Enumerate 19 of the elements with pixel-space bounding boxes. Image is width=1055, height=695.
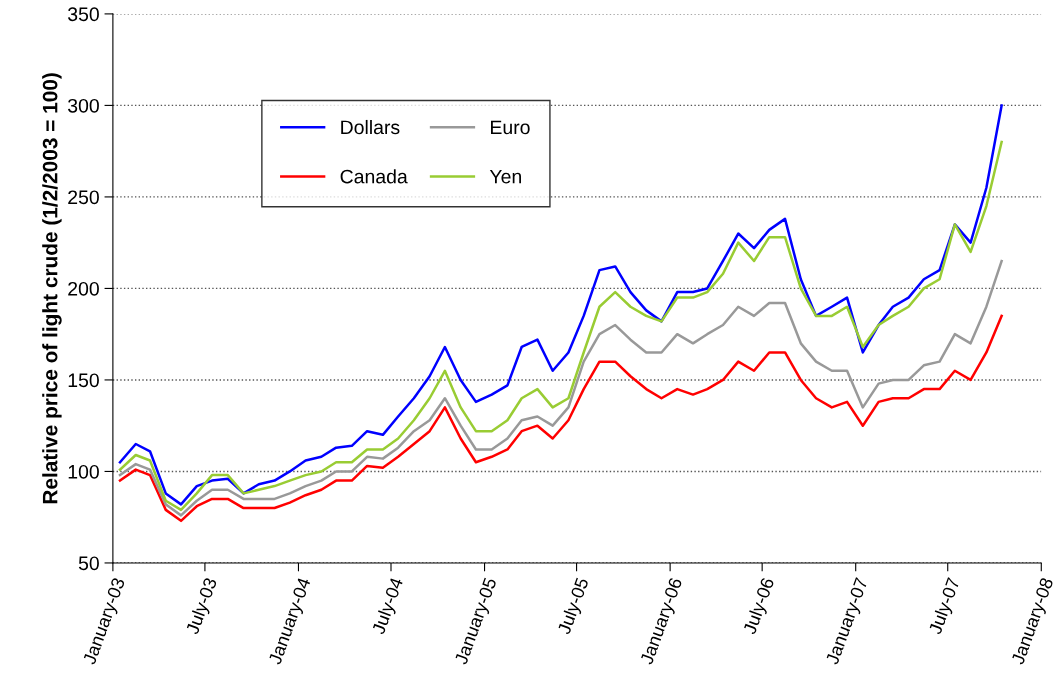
x-tick-label: July-03 [185,576,221,637]
line-series [118,259,1003,517]
x-tick-label: July-07 [927,576,964,637]
y-tick-label: 150 [68,373,99,388]
y-axis-title: Relative price of light crude (1/2/2003 = 100) [42,73,62,504]
y-tick-label: 350 [67,7,99,22]
y-tick-label: 200 [68,281,99,296]
y-tick-label: 250 [68,190,99,205]
x-tick-label: July-05 [556,576,593,637]
y-tick-label: 50 [78,556,99,571]
y-tick-label: 300 [67,98,99,113]
y-tick-label: 100 [68,464,99,479]
line-series [118,314,1003,523]
legend-label: Dollars [341,119,400,135]
legend-label: Canada [340,169,408,184]
legend-label: Yen [489,169,521,184]
x-tick-label: July-06 [742,576,778,637]
legend-label: Euro [491,120,530,135]
x-tick-label: July-04 [371,576,407,637]
